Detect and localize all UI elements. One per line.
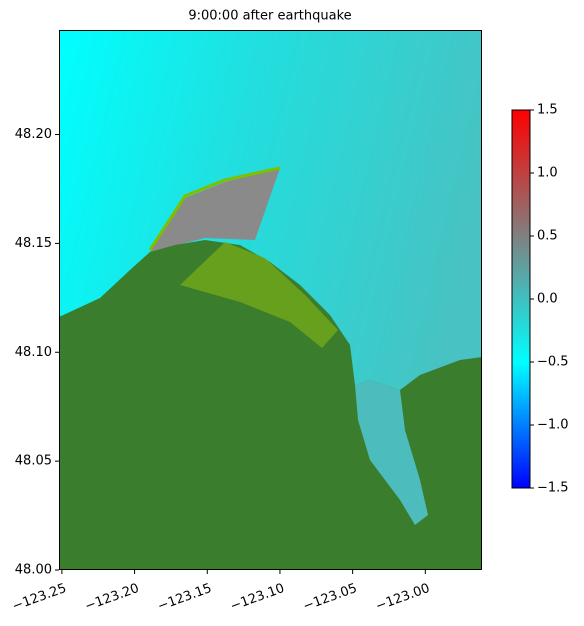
y-tick-label: 48.10	[15, 345, 52, 360]
x-tick-label: −123.20	[83, 581, 141, 614]
lagoon	[150, 168, 280, 252]
y-tick-label: 48.20	[15, 127, 52, 142]
colorbar-tick-label: −1.0	[537, 418, 569, 433]
land	[59, 240, 482, 570]
colorbar-tick-label: 1.0	[537, 166, 558, 181]
axes-frame	[59, 30, 482, 570]
x-tick-label: −123.00	[374, 581, 432, 614]
x-tick-label: −123.25	[10, 581, 68, 614]
chart-title: 9:00:00 after earthquake	[188, 9, 351, 24]
map	[59, 30, 482, 570]
spit	[148, 166, 281, 251]
x-tick-label: −123.10	[228, 581, 286, 614]
inlet	[355, 380, 428, 525]
colorbar-tick-label: −0.5	[537, 355, 569, 370]
colorbar-tick-label: 1.5	[537, 103, 558, 118]
y-tick-label: 48.05	[15, 454, 52, 469]
colorbar-tick-label: 0.5	[537, 229, 558, 244]
shallows	[180, 242, 338, 348]
colorbar	[511, 109, 531, 489]
colorbar-tick-label: −1.5	[537, 481, 569, 496]
colorbar-tick-label: 0.0	[537, 292, 558, 307]
y-tick-label: 48.00	[15, 563, 52, 578]
x-tick-label: −123.05	[301, 581, 359, 614]
y-tick-label: 48.15	[15, 236, 52, 251]
x-tick-label: −123.15	[156, 581, 214, 614]
